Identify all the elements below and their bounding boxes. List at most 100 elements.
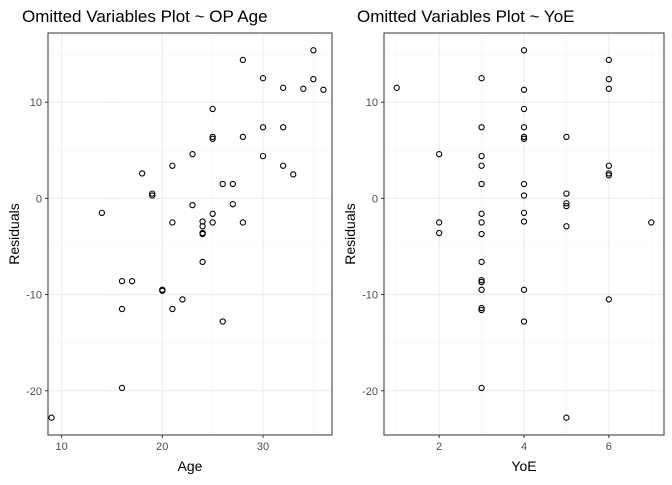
age-data-point: [209, 105, 216, 113]
yoe-data-point: [436, 229, 443, 237]
yoe-data-point: [605, 162, 612, 169]
chart-title: Omitted Variables Plot ~ OP Age: [22, 7, 268, 26]
age-scatter-panel: 10 20 30 -20 -10 0 10 Omitted Variables Plot ~ …: [6, 7, 333, 474]
age-data-point: [159, 287, 166, 294]
age-data-point: [169, 305, 176, 313]
yoe-data-point: [478, 286, 485, 293]
age-data-point: [199, 258, 206, 266]
y-tick-label: -10: [362, 290, 378, 302]
chart-title: Omitted Variables Plot ~ YoE: [357, 7, 575, 26]
yoe-data-point: [520, 133, 528, 141]
yoe-data-point: [648, 219, 655, 226]
yoe-data-point: [605, 76, 612, 83]
yoe-data-point: [393, 84, 400, 91]
y-axis-label: Residuals: [342, 203, 358, 264]
yoe-data-point: [520, 286, 528, 293]
yoe-data-point: [520, 192, 528, 199]
x-axis-label: Age: [178, 458, 203, 474]
yoe-data-point: [563, 190, 570, 197]
y-tick-label: -20: [26, 386, 42, 398]
yoe-data-point: [520, 47, 528, 54]
age-data-point: [310, 47, 317, 54]
y-tick-label: 10: [30, 97, 42, 109]
age-data-point: [118, 384, 126, 392]
yoe-data-point: [478, 219, 485, 226]
age-data-point: [229, 201, 236, 208]
yoe-data-point: [478, 75, 485, 82]
yoe-data-point: [605, 56, 612, 64]
yoe-data-point: [478, 180, 485, 188]
age-data-point: [259, 152, 267, 160]
yoe-data-point: [478, 258, 485, 266]
age-data-point: [189, 151, 196, 158]
yoe-data-point: [563, 202, 570, 210]
yoe-data-point: [563, 200, 570, 207]
yoe-data-point: [605, 170, 612, 177]
yoe-data-point: [605, 296, 612, 303]
age-data-point: [118, 305, 126, 313]
yoe-data-point: [478, 230, 485, 238]
y-axis-label: Residuals: [6, 203, 22, 264]
yoe-data-point: [478, 384, 485, 392]
y-tick-label: -10: [26, 290, 42, 302]
yoe-data-point: [478, 304, 485, 312]
age-data-point: [179, 296, 186, 303]
yoe-data-point: [520, 86, 528, 93]
yoe-data-point: [563, 223, 570, 230]
age-data-point: [219, 318, 226, 325]
yoe-data-point: [520, 105, 528, 113]
age-data-point: [259, 75, 267, 82]
age-data-point: [239, 133, 247, 141]
age-data-point: [189, 201, 196, 209]
age-data-point: [209, 133, 216, 141]
age-data-point: [209, 219, 216, 226]
yoe-data-point: [605, 172, 612, 179]
age-data-point: [310, 76, 317, 83]
yoe-scatter-panel: 2 4 6 -20 -10 0 10 Omitted Variables Plot ~ YoE…: [342, 7, 665, 474]
yoe-data-point: [520, 209, 528, 216]
age-data-point: [239, 219, 247, 226]
age-data-point: [259, 124, 267, 131]
age-data-point: [290, 171, 297, 178]
age-data-point: [320, 86, 327, 93]
x-tick-label: 20: [156, 441, 168, 453]
yoe-data-point: [563, 133, 570, 141]
age-data-point: [209, 135, 216, 142]
age-data-point: [280, 84, 287, 91]
yoe-data-point: [520, 318, 528, 325]
y-tick-label: 0: [36, 193, 42, 205]
yoe-data-point: [478, 306, 485, 314]
age-data-point: [149, 190, 156, 197]
age-data-point: [209, 210, 216, 217]
y-tick-label: 10: [366, 97, 378, 109]
age-data-point: [280, 124, 287, 131]
age-data-point: [98, 209, 106, 216]
yoe-data-point: [478, 152, 485, 160]
y-tick-label: 0: [372, 193, 378, 205]
x-axis-label: YoE: [511, 458, 536, 474]
x-tick-label: 30: [257, 441, 269, 453]
yoe-data-point: [478, 277, 485, 284]
age-data-point: [219, 180, 226, 188]
age-data-point: [149, 192, 156, 199]
x-tick-label: 10: [55, 441, 67, 453]
age-data-point: [48, 414, 55, 421]
yoe-data-point: [520, 124, 528, 131]
yoe-data-point: [436, 151, 443, 158]
x-tick-label: 4: [521, 441, 527, 453]
age-data-point: [280, 162, 287, 169]
panel-border: [47, 32, 333, 436]
yoe-data-point: [478, 124, 485, 131]
age-data-point: [239, 56, 247, 64]
x-tick-label: 6: [606, 441, 612, 453]
yoe-data-point: [563, 414, 570, 421]
yoe-data-point: [520, 180, 528, 188]
age-data-point: [229, 180, 236, 188]
age-data-point: [169, 219, 176, 226]
yoe-data-point: [520, 135, 528, 142]
y-tick-label: -20: [362, 386, 378, 398]
age-data-point: [139, 170, 146, 177]
age-data-point: [300, 85, 307, 92]
